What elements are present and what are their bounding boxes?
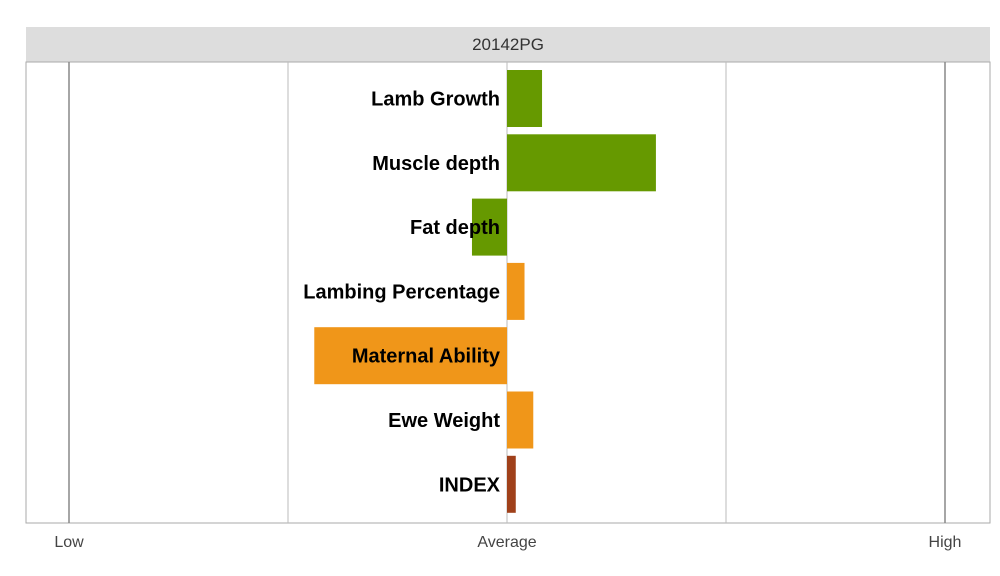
x-tick-label: High — [929, 534, 962, 551]
bar-lambing-percentage — [507, 262, 525, 320]
title-bar — [26, 27, 990, 62]
category-label: Lamb Growth — [371, 89, 500, 111]
bar-fat-depth — [471, 198, 507, 256]
category-label: Fat depth — [410, 217, 500, 239]
bar-index — [507, 455, 516, 513]
category-label: Muscle depth — [372, 153, 500, 175]
category-label: Ewe Weight — [388, 410, 500, 432]
bar-muscle-depth — [507, 134, 656, 192]
chart-title: 20142PG — [472, 35, 544, 54]
x-axis-labels: Low Average High — [54, 534, 961, 551]
category-label: Lambing Percentage — [303, 281, 500, 303]
category-label: Maternal Ability — [352, 346, 501, 368]
bar-labels: Lamb Growth Muscle depth Fat depth Lambing … — [303, 89, 501, 497]
bars — [314, 70, 656, 513]
bar-ewe-weight — [507, 391, 534, 449]
bar-maternal-ability — [314, 327, 507, 385]
category-label: INDEX — [439, 474, 501, 496]
x-tick-label: Average — [477, 534, 536, 551]
bar-lamb-growth — [507, 70, 543, 127]
x-tick-label: Low — [54, 534, 84, 551]
